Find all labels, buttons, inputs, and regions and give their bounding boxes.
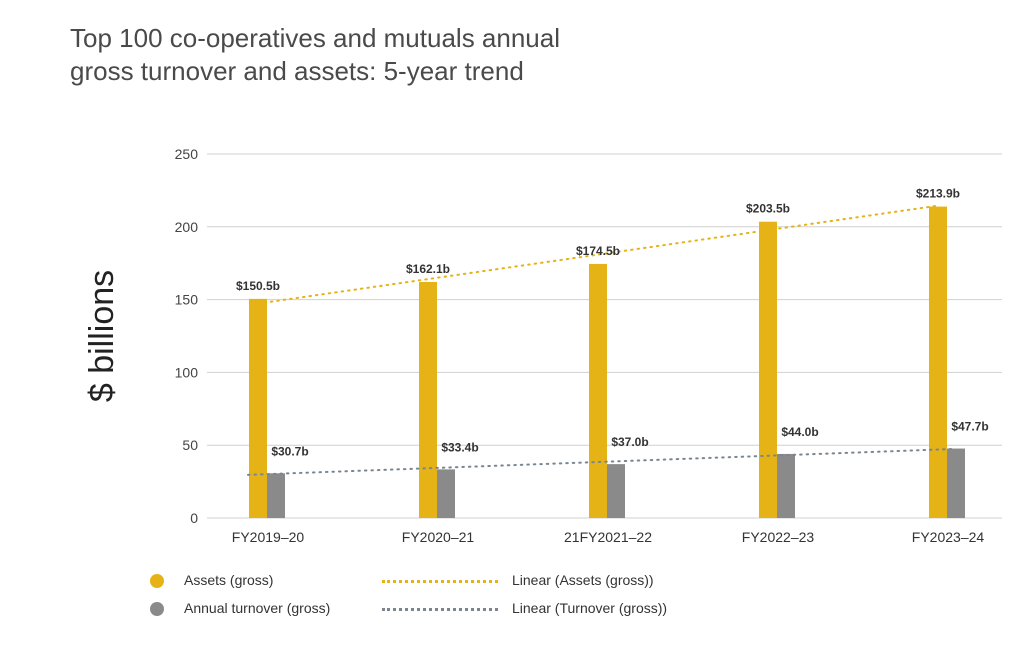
legend-label-assets: Assets (gross) (184, 572, 274, 588)
legend-label-turnover-trend: Linear (Turnover (gross)) (512, 600, 668, 616)
bar-turnover (437, 469, 455, 518)
bar-turnover (777, 453, 795, 518)
data-label-assets: $162.1b (406, 262, 450, 276)
bar-assets (589, 263, 607, 518)
y-tick-label: 100 (175, 364, 199, 380)
data-label-assets: $174.5b (576, 244, 620, 258)
legend-swatch-assets (150, 574, 164, 588)
y-tick-label: 150 (175, 292, 199, 308)
bar-turnover (607, 464, 625, 518)
data-label-turnover: $44.0b (781, 425, 818, 439)
x-tick-label: FY2019–20 (232, 529, 305, 545)
x-tick-label: FY2020–21 (402, 529, 475, 545)
bar-assets (249, 298, 267, 518)
legend-swatch-assets-trend (382, 580, 498, 583)
chart-title-line-1: Top 100 co-operatives and mutuals annual (70, 23, 560, 53)
legend-swatch-turnover (150, 602, 164, 616)
trendline-turnover (247, 447, 957, 476)
legend-label-turnover: Annual turnover (gross) (184, 600, 331, 616)
y-tick-label: 200 (175, 219, 199, 235)
data-label-turnover: $47.7b (951, 420, 988, 434)
data-label-turnover: $37.0b (611, 435, 648, 449)
data-label-assets: $203.5b (746, 202, 790, 216)
y-axis-label: $ billions (83, 270, 121, 402)
bar-assets (419, 281, 437, 518)
x-tick-label: 21FY2021–22 (564, 529, 652, 545)
legend-swatch-turnover-trend (382, 608, 498, 611)
bar-assets (759, 221, 777, 519)
x-tick-label: FY2023–24 (912, 529, 985, 545)
y-tick-label: 50 (182, 437, 198, 453)
chart-title: Top 100 co-operatives and mutuals annual… (70, 22, 690, 88)
y-tick-label: 250 (175, 146, 199, 162)
data-label-assets: $150.5b (236, 279, 280, 293)
x-tick-label: FY2022–23 (742, 529, 815, 545)
chart-title-line-2: gross turnover and assets: 5-year trend (70, 56, 524, 86)
bar-turnover (267, 473, 285, 518)
data-label-turnover: $30.7b (271, 444, 308, 458)
data-label-assets: $213.9b (916, 187, 960, 201)
trendline-assets (257, 204, 939, 305)
bar-assets (929, 206, 947, 519)
data-label-turnover: $33.4b (441, 440, 478, 454)
bar-turnover (947, 448, 965, 518)
legend-label-assets-trend: Linear (Assets (gross)) (512, 572, 654, 588)
y-tick-label: 0 (190, 510, 198, 526)
